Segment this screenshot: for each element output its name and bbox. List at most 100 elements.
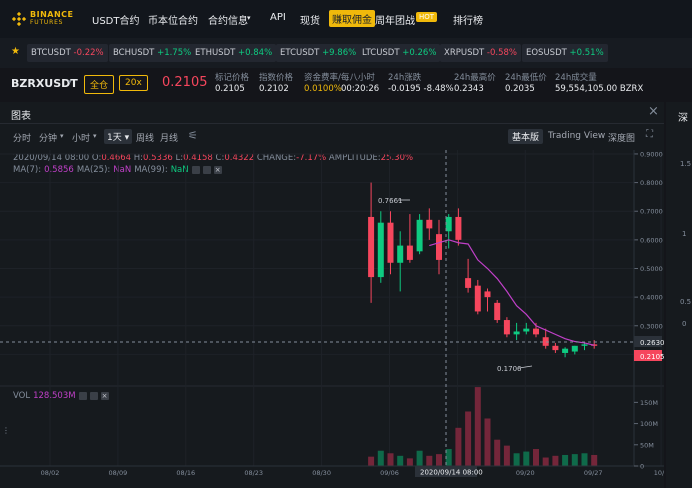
last-price-tag-value: 0.2105 — [640, 353, 664, 361]
stat-label: 指数价格 — [259, 73, 294, 83]
gear-icon[interactable] — [89, 392, 98, 400]
orderbook-panel-edge: 深 1.5 1 0.5 0 — [666, 102, 692, 488]
nav-contract-info[interactable]: 合约信息 — [208, 16, 248, 27]
volume-bar — [552, 455, 559, 466]
volume-tick-label: 150M — [640, 399, 658, 407]
star-icon[interactable]: ★ — [11, 46, 20, 57]
ma7-line — [429, 239, 595, 346]
close-icon[interactable]: × — [100, 392, 109, 400]
time-tick-label: 09/27 — [584, 469, 603, 477]
price-tick-label: 0.4000 — [640, 294, 663, 302]
symbol-row: BZRXUSDT ▾ 全仓 20x 0.2105 标记价格 0.2105 指数价… — [0, 68, 692, 100]
price-tick-label: 0.8000 — [640, 179, 663, 187]
ticker-ltcusdt[interactable]: LTCUSDT +0.26% — [358, 44, 441, 62]
volume-bar — [387, 453, 394, 466]
time-tick-label: 08/16 — [176, 469, 195, 477]
ohlc-info: 2020/09/14 08:00 O:0.4664 H:0.5336 L:0.4… — [13, 153, 414, 163]
volume-bar — [426, 455, 433, 466]
candle-body — [397, 245, 404, 263]
funding-countdown: 00:20:26 — [341, 84, 380, 94]
brand-logo[interactable]: BINANCE FUTURES — [11, 9, 74, 29]
ohlc-high: 0.5336 — [143, 153, 173, 163]
volume-bar — [591, 454, 598, 466]
ohlc-change: -7.17% — [296, 153, 327, 163]
nav-api[interactable]: API — [270, 12, 286, 23]
indicator-settings-icon[interactable]: ⚟ — [188, 129, 198, 142]
nav-usdt-futures[interactable]: USDT合约 — [92, 16, 140, 27]
low-mark-line — [518, 365, 533, 369]
close-icon[interactable]: × — [648, 104, 659, 119]
volume-tick-label: 50M — [640, 441, 654, 449]
drag-handle-icon[interactable]: ⋮ — [2, 426, 10, 435]
ma7-value: 0.5856 — [44, 165, 74, 175]
candle-body — [406, 245, 413, 260]
crosshair-date: 2020/09/14 08:00 — [420, 469, 483, 477]
close-icon[interactable]: × — [213, 166, 222, 174]
time-tick-label: 10/0 — [654, 469, 664, 477]
view-basic[interactable]: 基本版 — [508, 129, 544, 144]
nav-coin-futures[interactable]: 币本位合约 — [148, 16, 198, 27]
ticker-btcusdt[interactable]: BTCUSDT -0.22% — [27, 44, 108, 62]
ma99-value: NaN — [170, 165, 189, 175]
candle-body — [581, 344, 588, 346]
chevron-down-icon[interactable]: ▾ — [93, 132, 97, 140]
ohlc-close: 0.4322 — [224, 153, 255, 163]
chevron-down-icon[interactable]: ▾ — [60, 132, 64, 140]
eye-icon[interactable] — [78, 392, 87, 400]
volume-bar — [397, 455, 404, 466]
interval-week[interactable]: 周线 — [136, 134, 155, 144]
time-tick-label: 08/23 — [244, 469, 263, 477]
candle-body — [484, 291, 491, 298]
chevron-down-icon[interactable]: ▾ — [68, 78, 72, 86]
volume-bar — [581, 453, 588, 466]
stat-label: 24h最高价 — [454, 73, 496, 83]
eye-icon[interactable] — [191, 166, 200, 174]
leverage-button[interactable]: 20x — [119, 75, 148, 91]
index-price-value: 0.2102 — [259, 84, 289, 94]
candle-body — [503, 320, 510, 335]
ticker-eosusdt[interactable]: EOSUSDT +0.51% — [522, 44, 608, 62]
crosshair-date-tag — [415, 466, 477, 477]
nav-leaderboard[interactable]: 排行榜 — [453, 16, 483, 27]
interval-time[interactable]: 分时 — [13, 134, 32, 144]
margin-mode-button[interactable]: 全仓 — [84, 75, 115, 94]
ticker-bchusdt[interactable]: BCHUSDT +1.75% — [109, 44, 196, 62]
ticker-ethusdt[interactable]: ETHUSDT +0.84% — [191, 44, 277, 62]
view-depth[interactable]: 深度图 — [608, 134, 636, 144]
symbol-name[interactable]: BZRXUSDT — [11, 77, 78, 90]
candlestick-chart[interactable]: 0.9000 0.8000 0.7000 0.6000 0.5000 0.4000 0.30… — [0, 102, 664, 488]
volume-bar — [533, 449, 539, 466]
interval-day[interactable]: 1天 ▾ — [104, 129, 133, 144]
ohlc-amplitude: 25.30% — [380, 153, 414, 163]
ticker-xrpusdt[interactable]: XRPUSDT -0.58% — [440, 44, 521, 62]
ma25-value: NaN — [113, 165, 132, 175]
time-tick-label: 09/06 — [380, 469, 399, 477]
candle-body — [368, 216, 375, 278]
panel-title: 图表 — [11, 111, 31, 122]
interval-hour[interactable]: 小时 — [72, 134, 91, 144]
interval-minute[interactable]: 分钟 — [39, 134, 58, 144]
nav-spot[interactable]: 现货 — [300, 16, 320, 27]
gear-icon[interactable] — [202, 166, 211, 174]
volume-bar — [455, 427, 462, 466]
time-tick-label: 09/20 — [516, 469, 535, 477]
interval-month[interactable]: 月线 — [160, 134, 179, 144]
chevron-down-icon[interactable]: ▾ — [247, 14, 251, 22]
view-tradingview[interactable]: Trading View — [548, 131, 606, 141]
side-axis-label: 0 — [682, 320, 687, 328]
nav-earn-commission[interactable]: 赚取佣金 — [329, 10, 375, 27]
candle-body — [542, 337, 549, 346]
nav-anniversary[interactable]: 周年团战 — [375, 16, 415, 27]
last-price: 0.2105 — [162, 75, 208, 90]
grid — [0, 150, 664, 466]
time-tick-label: 08/09 — [109, 469, 128, 477]
ticker-etcusdt[interactable]: ETCUSDT +9.86% — [276, 44, 361, 62]
high-mark-label: 0.7661 — [378, 197, 403, 205]
divider — [0, 123, 664, 124]
fullscreen-icon[interactable]: ⛶ — [646, 129, 653, 140]
ohlc-open: 0.4664 — [101, 153, 132, 163]
candle-body — [474, 285, 481, 312]
side-axis-label: 1.5 — [680, 160, 692, 168]
volume-bar — [542, 457, 549, 466]
volume-bar — [562, 454, 569, 466]
